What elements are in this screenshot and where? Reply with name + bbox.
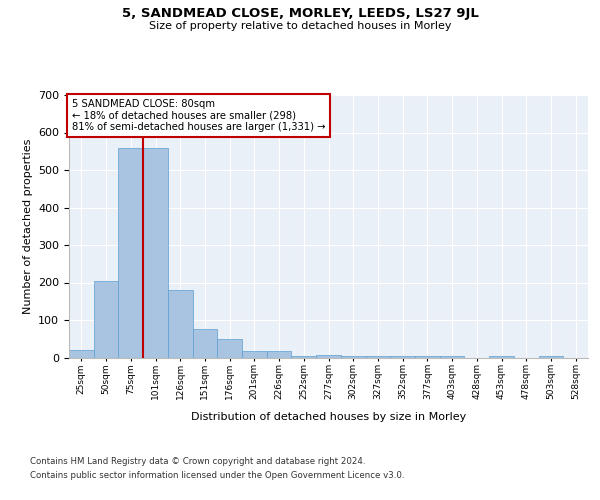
- Bar: [316, 354, 341, 358]
- Bar: [390, 356, 415, 358]
- Text: Contains HM Land Registry data © Crown copyright and database right 2024.: Contains HM Land Registry data © Crown c…: [30, 458, 365, 466]
- Bar: [292, 356, 316, 358]
- Text: 5, SANDMEAD CLOSE, MORLEY, LEEDS, LS27 9JL: 5, SANDMEAD CLOSE, MORLEY, LEEDS, LS27 9…: [122, 8, 478, 20]
- Bar: [539, 356, 563, 358]
- Bar: [341, 356, 365, 358]
- Text: Distribution of detached houses by size in Morley: Distribution of detached houses by size …: [191, 412, 466, 422]
- Text: Contains public sector information licensed under the Open Government Licence v3: Contains public sector information licen…: [30, 471, 404, 480]
- Bar: [193, 330, 217, 357]
- Bar: [242, 351, 267, 358]
- Bar: [143, 148, 168, 358]
- Bar: [489, 356, 514, 358]
- Text: Size of property relative to detached houses in Morley: Size of property relative to detached ho…: [149, 21, 451, 31]
- Bar: [440, 356, 464, 358]
- Bar: [168, 290, 193, 358]
- Bar: [94, 280, 118, 357]
- Bar: [365, 356, 390, 358]
- Text: 5 SANDMEAD CLOSE: 80sqm
← 18% of detached houses are smaller (298)
81% of semi-d: 5 SANDMEAD CLOSE: 80sqm ← 18% of detache…: [71, 99, 325, 132]
- Bar: [118, 148, 143, 358]
- Bar: [69, 350, 94, 358]
- Bar: [217, 339, 242, 357]
- Bar: [415, 356, 440, 358]
- Y-axis label: Number of detached properties: Number of detached properties: [23, 138, 32, 314]
- Bar: [267, 351, 292, 358]
